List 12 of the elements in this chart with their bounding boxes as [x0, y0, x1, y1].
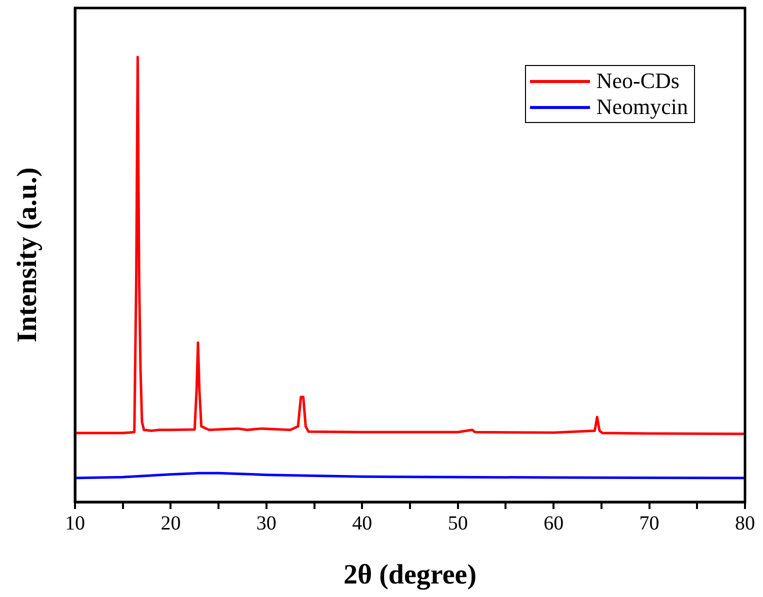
legend-label: Neo-CDs — [596, 68, 680, 94]
x-tick-label: 10 — [65, 512, 85, 534]
y-axis-title: Intensity (a.u.) — [12, 167, 44, 343]
x-tick-label: 30 — [256, 512, 276, 534]
x-tick-label: 80 — [735, 512, 755, 534]
x-tick-label: 60 — [544, 512, 564, 534]
legend-label: Neomycin — [596, 94, 688, 120]
x-tick-label: 40 — [352, 512, 372, 534]
x-tick-label: 20 — [160, 512, 181, 534]
x-axis-title: 2θ (degree) — [343, 559, 477, 590]
x-tick-label: 50 — [448, 512, 468, 534]
x-tick-label: 70 — [639, 512, 660, 534]
